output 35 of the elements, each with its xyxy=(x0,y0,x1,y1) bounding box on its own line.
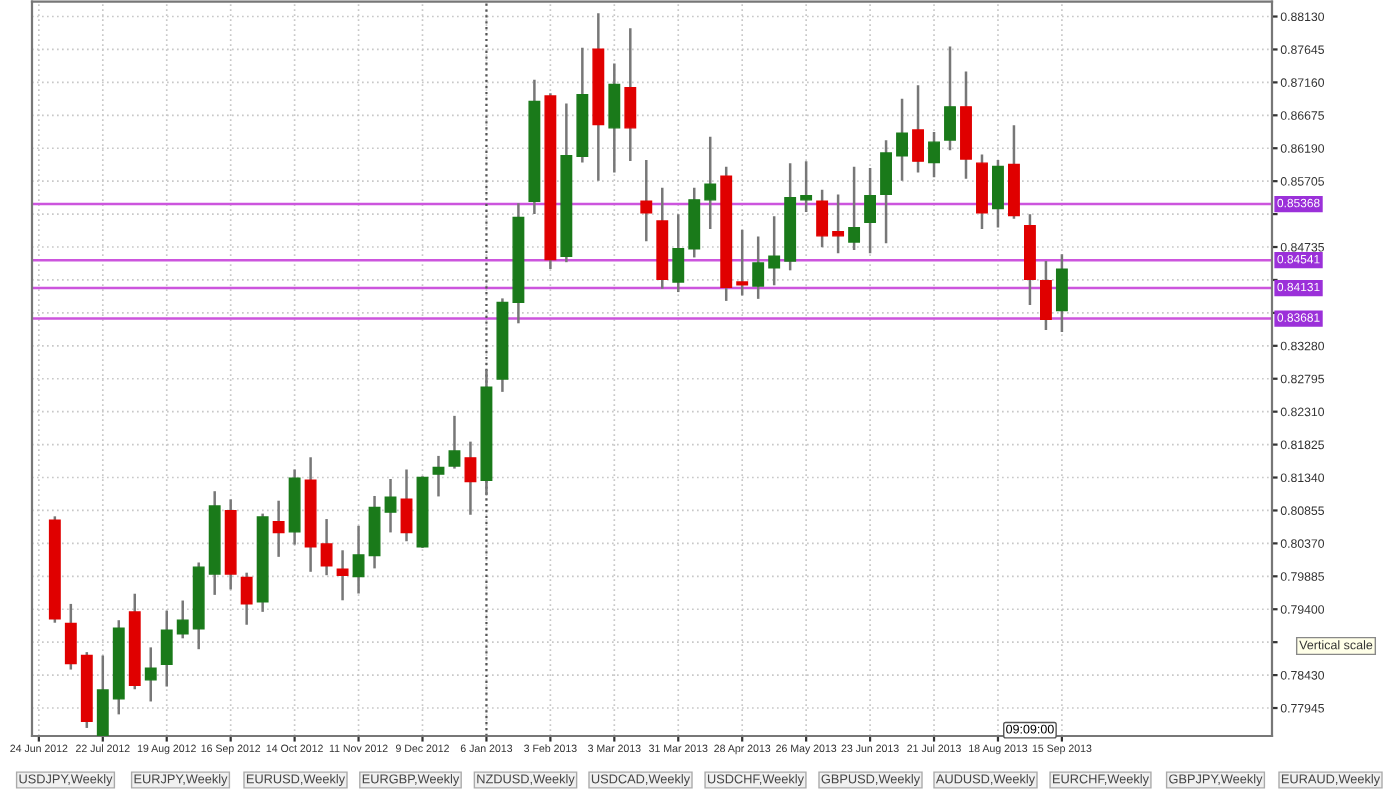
candlestick xyxy=(64,603,77,670)
candlestick xyxy=(896,98,909,181)
candlestick xyxy=(336,550,349,601)
candlestick xyxy=(432,455,445,497)
candlestick xyxy=(640,159,653,242)
candlestick xyxy=(240,572,253,625)
candlestick xyxy=(144,647,157,702)
candlestick xyxy=(464,441,477,515)
candlestick xyxy=(1039,261,1052,331)
candlestick xyxy=(160,610,173,687)
candlestick xyxy=(624,28,637,162)
candlestick xyxy=(320,519,333,576)
candlestick xyxy=(448,415,461,469)
candlestick xyxy=(672,214,685,293)
candlestick xyxy=(912,85,924,173)
candlestick xyxy=(272,500,285,557)
candlestick xyxy=(880,140,893,244)
candlestick xyxy=(384,478,397,533)
candlestick xyxy=(704,136,717,229)
candlestick xyxy=(944,46,956,151)
candlestick xyxy=(992,159,1004,228)
candlestick xyxy=(800,161,813,212)
candlestick xyxy=(848,166,861,250)
candlestick xyxy=(752,236,765,299)
candlestick xyxy=(736,229,749,296)
candlestick xyxy=(608,63,621,173)
candlestick xyxy=(176,600,189,639)
candlestick xyxy=(816,189,829,248)
candlestick xyxy=(768,216,781,286)
candlestick xyxy=(1055,254,1068,333)
candlestick xyxy=(352,525,365,594)
candlestick xyxy=(400,469,413,542)
candlestick xyxy=(832,194,845,254)
candlestick xyxy=(864,168,877,254)
candlestick xyxy=(928,132,940,178)
